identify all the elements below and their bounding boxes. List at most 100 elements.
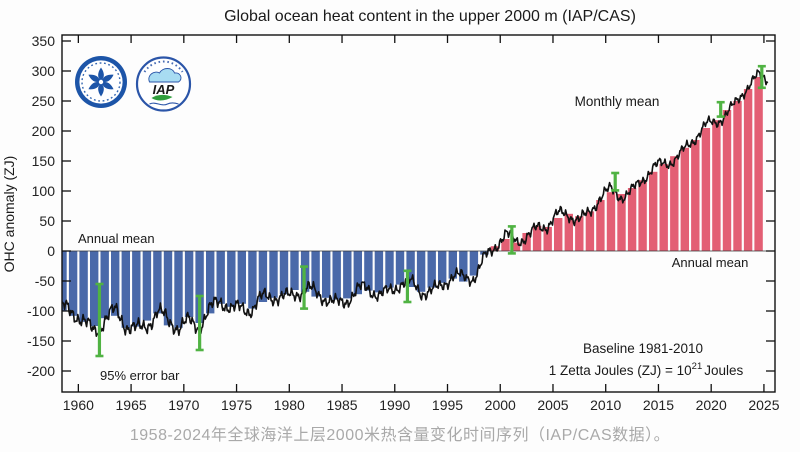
annual-mean-bar <box>712 120 721 251</box>
y-axis-label: OHC anomaly (ZJ) <box>1 156 17 273</box>
annual-mean-bar <box>532 225 542 251</box>
unit-note-prefix: 1 Zetta Joules (ZJ) = 10 <box>549 363 692 378</box>
y-tick-label: 0 <box>47 243 55 259</box>
x-tick-label: 1970 <box>168 397 199 413</box>
x-tick-label: 2005 <box>537 397 568 413</box>
annual-mean-bar <box>374 251 384 293</box>
annual-mean-bar <box>448 251 457 279</box>
annual-mean-bar <box>743 89 753 251</box>
annual-mean-bar <box>279 251 289 295</box>
annual-mean-bar <box>564 213 573 251</box>
unit-note: 1 Zetta Joules (ZJ) = 1021 Joules <box>549 361 744 378</box>
plot-border <box>61 34 776 393</box>
y-tick-label: -150 <box>27 333 55 349</box>
annual-mean-bar <box>670 156 679 251</box>
annual-mean-bar <box>111 251 120 316</box>
annual-mean-bar <box>659 164 668 251</box>
y-tick-label: 150 <box>32 153 56 169</box>
chart-title: Global ocean heat content in the upper 2… <box>224 8 636 25</box>
x-tick-label: 2025 <box>748 397 779 413</box>
annual-mean-bar <box>364 251 373 291</box>
annual-mean-bar <box>406 251 415 287</box>
annual-mean-bar <box>733 101 742 251</box>
annual-mean-bar <box>237 251 246 304</box>
annual-mean-bar <box>543 227 552 251</box>
monthly-mean-line <box>61 69 769 337</box>
x-tick-label: 2010 <box>590 397 621 413</box>
annual-mean-bar <box>121 251 130 328</box>
monthly-line-layer <box>61 69 769 337</box>
annual-mean-bar <box>206 251 215 314</box>
annual-mean-bar <box>248 251 257 309</box>
y-tick-label: -50 <box>35 273 55 289</box>
annual-mean-bar <box>754 77 763 251</box>
y-tick-label: 350 <box>32 33 56 49</box>
annual-mean-bar <box>153 251 162 314</box>
annual-mean-bar <box>438 251 447 283</box>
annual-mean-bar <box>617 194 626 251</box>
x-tick-label: 2000 <box>485 397 516 413</box>
annual-mean-bar <box>163 251 173 326</box>
annual-mean-bar <box>311 251 320 297</box>
annual-mean-bar <box>596 200 605 251</box>
annual-mean-bar <box>416 251 426 292</box>
annual-mean-bar <box>680 147 689 251</box>
iap-logo-text: IAP <box>153 82 175 97</box>
unit-note-suffix: Joules <box>704 363 743 378</box>
x-tick-label: 1980 <box>274 397 305 413</box>
caption: 1958-2024年全球海洋上层2000米热含量变化时间序列（IAP/CAS数据… <box>129 427 671 444</box>
x-tick-label: 1975 <box>221 397 252 413</box>
unit-note-superscript: 21 <box>692 361 703 372</box>
annual-mean-bar <box>322 251 331 298</box>
y-tick-label: 100 <box>32 183 56 199</box>
annual-mean-bar <box>132 251 141 327</box>
x-tick-label: 1995 <box>432 397 463 413</box>
annual-mean-bar <box>290 251 299 290</box>
axes-layer: 1960 1965 1970 1975 1980 1985 1990 1995 2000 2005… <box>27 33 780 413</box>
monthly-mean-label: Monthly mean <box>575 94 660 109</box>
x-tick-label: 1960 <box>63 397 94 413</box>
annual-mean-bar <box>332 251 341 300</box>
annual-mean-bar <box>195 251 204 323</box>
annual-mean-bar <box>511 242 521 251</box>
y-tick-label: 200 <box>32 123 56 139</box>
annual-bars-layer <box>62 77 763 328</box>
error-bar-legend-label: 95% error bar <box>100 368 180 383</box>
y-tick-label: -100 <box>27 303 55 319</box>
iap-logo-icon: IAP <box>135 56 192 112</box>
baseline-note: Baseline 1981-2010 <box>583 341 703 356</box>
x-tick-label: 2020 <box>696 397 727 413</box>
annual-mean-bar <box>722 110 732 251</box>
x-tick-label: 1985 <box>326 397 357 413</box>
annual-mean-bar <box>100 251 109 319</box>
annual-mean-bar <box>395 251 405 285</box>
annual-mean-bar <box>459 251 468 282</box>
annual-mean-bar <box>142 251 152 321</box>
annual-mean-bar <box>68 251 78 316</box>
annual-mean-bar <box>649 171 658 251</box>
annual-mean-bar <box>554 218 563 251</box>
annual-mean-bar <box>269 251 278 298</box>
annual-mean-bar <box>216 251 225 304</box>
annual-mean-bar <box>353 251 362 295</box>
annual-mean-bar <box>501 239 510 251</box>
y-tick-label: 50 <box>39 213 55 229</box>
annual-mean-label-right: Annual mean <box>672 255 749 270</box>
y-tick-label: 300 <box>32 63 56 79</box>
x-tick-label: 1990 <box>379 397 410 413</box>
y-tick-label: -200 <box>27 363 55 379</box>
annual-mean-bar <box>184 251 194 317</box>
annual-mean-bar <box>701 128 711 251</box>
error-bars-layer <box>95 64 766 358</box>
annual-mean-bar <box>522 233 531 251</box>
annual-mean-bar <box>585 211 595 251</box>
annual-mean-bar <box>469 251 479 276</box>
annual-mean-bar <box>638 180 647 251</box>
annual-mean-bar <box>691 140 700 251</box>
x-tick-label: 2015 <box>643 397 674 413</box>
annual-mean-bar <box>427 251 436 288</box>
annual-mean-label-left: Annual mean <box>78 231 155 246</box>
annual-mean-bar <box>575 216 584 251</box>
